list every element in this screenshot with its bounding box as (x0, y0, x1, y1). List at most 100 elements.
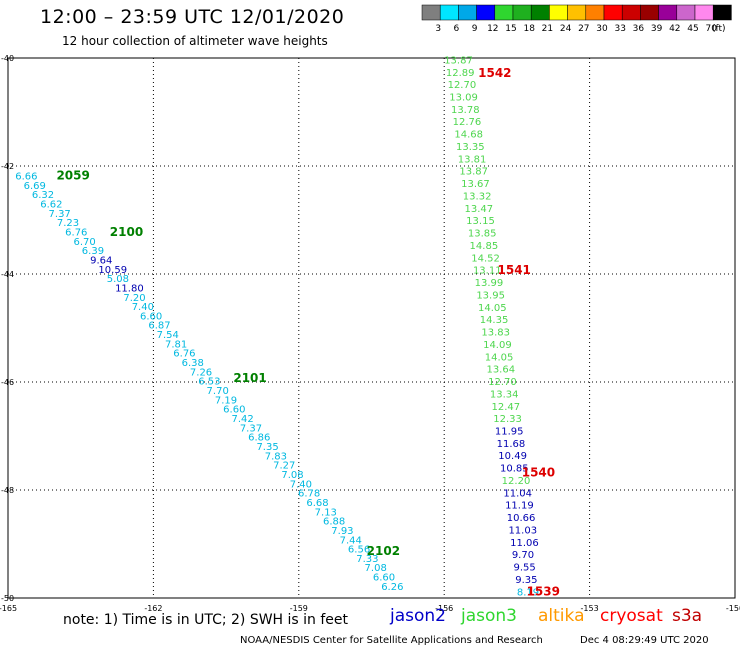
legend-label: 6 (454, 24, 460, 34)
wave-height-value: 6.56 (348, 545, 370, 556)
wave-height-value: 7.70 (207, 386, 229, 397)
satellite-jason2: jason2 (390, 606, 446, 626)
pass-time-label: 1541 (498, 263, 531, 277)
wave-height-value: 6.32 (32, 190, 54, 201)
wave-height-value: 6.39 (82, 246, 104, 257)
pass-time-label: 1540 (522, 466, 555, 480)
wave-height-value: 6.66 (15, 172, 37, 183)
wave-height-tracks: 6.666.696.326.627.377.236.766.706.399.64… (15, 55, 560, 598)
wave-height-value: 12.20 (502, 476, 531, 487)
pass-time-label: 2102 (367, 544, 400, 558)
wave-height-value: 10.49 (498, 451, 527, 462)
legend-label: 36 (633, 24, 645, 34)
lat-tick-label: -44 (1, 270, 14, 279)
wave-height-value: 7.13 (315, 507, 337, 518)
legend-label: 12 (487, 24, 498, 34)
wave-height-value: 14.85 (470, 241, 499, 252)
lon-tick-label: -153 (581, 604, 599, 613)
legend-swatch (512, 4, 532, 21)
wave-height-value: 13.99 (475, 278, 504, 289)
wave-height-value: 7.26 (190, 367, 212, 378)
wave-height-value: 6.62 (40, 199, 62, 210)
wave-height-value: 9.35 (515, 575, 537, 586)
map-grid (7, 57, 736, 599)
wave-height-value: 7.19 (215, 395, 237, 406)
color-legend: 3 6 9 12 15 18 21 24 27 30 33 36 39 42 45 70(ft) (421, 4, 732, 34)
legend-swatch (530, 4, 550, 21)
pass-time-label: 1542 (478, 66, 511, 80)
legend-swatch (458, 4, 477, 21)
legend-swatch (567, 4, 587, 21)
wave-height-value: 6.76 (173, 349, 195, 360)
wave-height-value: 13.64 (486, 365, 515, 376)
wave-height-value: 13.87 (444, 55, 473, 66)
wave-height-value: 5.08 (107, 274, 129, 285)
wave-height-value: 13.35 (456, 142, 485, 153)
legend-swatch (676, 4, 696, 21)
legend-swatch (640, 4, 659, 21)
legend-label: 45 (687, 24, 698, 34)
wave-height-value: 13.87 (459, 167, 488, 178)
wave-height-value: 14.35 (480, 315, 509, 326)
wave-height-value: 13.83 (481, 328, 510, 339)
pass-time-label: 2100 (110, 225, 143, 239)
wave-height-value: 13.32 (463, 191, 492, 202)
wave-height-value: 12.89 (446, 68, 475, 79)
pass-time-label: 1539 (527, 584, 560, 598)
wave-height-value: 6.78 (298, 489, 320, 500)
wave-height-value: 7.40 (290, 479, 312, 490)
wave-height-value: 7.35 (256, 442, 278, 453)
wave-height-value: 7.08 (281, 470, 303, 481)
wave-height-value: 13.34 (490, 389, 519, 400)
wave-height-value: 14.68 (454, 130, 483, 141)
wave-height-value: 11.03 (508, 525, 537, 536)
wave-height-value: 11.19 (505, 501, 534, 512)
wave-height-value: 7.08 (365, 563, 387, 574)
wave-height-value: 7.54 (157, 330, 179, 341)
lat-tick-label: -40 (1, 54, 14, 63)
legend-label: 21 (542, 24, 553, 34)
legend-label: 24 (560, 24, 572, 34)
lon-tick-label: -156 (435, 604, 453, 613)
wave-height-value: 11.80 (115, 283, 144, 294)
legend-label: 18 (523, 24, 535, 34)
wave-height-value: 7.81 (165, 339, 187, 350)
wave-height-value: 7.37 (49, 209, 71, 220)
lat-tick-label: -50 (1, 594, 14, 603)
wave-height-value: 7.40 (132, 302, 154, 313)
wave-height-value: 9.55 (514, 563, 536, 574)
wave-height-value: 13.15 (466, 216, 495, 227)
legend-label: 42 (669, 24, 680, 34)
wave-height-value: 13.11 (473, 266, 502, 277)
lon-tick-label: -165 (0, 604, 17, 613)
wave-height-value: 6.86 (248, 433, 270, 444)
wave-height-value: 6.53 (198, 377, 220, 388)
lon-tick-label: -159 (290, 604, 308, 613)
legend-label: 30 (596, 24, 608, 34)
satellite-jason3: jason3 (461, 606, 517, 626)
legend-label: 70 (705, 24, 717, 34)
lon-tick-label: -150 (726, 604, 740, 613)
wave-height-value: 7.83 (265, 451, 287, 462)
wave-height-value: 6.70 (73, 237, 95, 248)
wave-height-value: 13.95 (476, 290, 505, 301)
wave-height-value: 12.70 (448, 80, 477, 91)
wave-height-value: 14.52 (471, 253, 500, 264)
wave-height-value: 14.05 (485, 352, 514, 363)
wave-height-value: 13.78 (451, 105, 480, 116)
wave-height-value: 6.60 (140, 311, 162, 322)
wave-height-value: 6.76 (65, 227, 87, 238)
legend-swatch (585, 4, 605, 21)
wave-height-value: 14.09 (483, 340, 512, 351)
wave-height-value: 6.87 (148, 321, 170, 332)
lat-tick-label: -48 (1, 486, 14, 495)
satellite-cryosat: cryosat (600, 606, 663, 626)
wave-height-value: 13.67 (461, 179, 490, 190)
page-subtitle: 12 hour collection of altimeter wave hei… (62, 34, 328, 48)
wave-height-value: 7.20 (123, 293, 145, 304)
pass-time-label: 2059 (56, 169, 89, 183)
wave-height-value: 7.27 (273, 461, 295, 472)
wave-height-value: 12.76 (453, 117, 482, 128)
lon-tick-label: -162 (144, 604, 162, 613)
